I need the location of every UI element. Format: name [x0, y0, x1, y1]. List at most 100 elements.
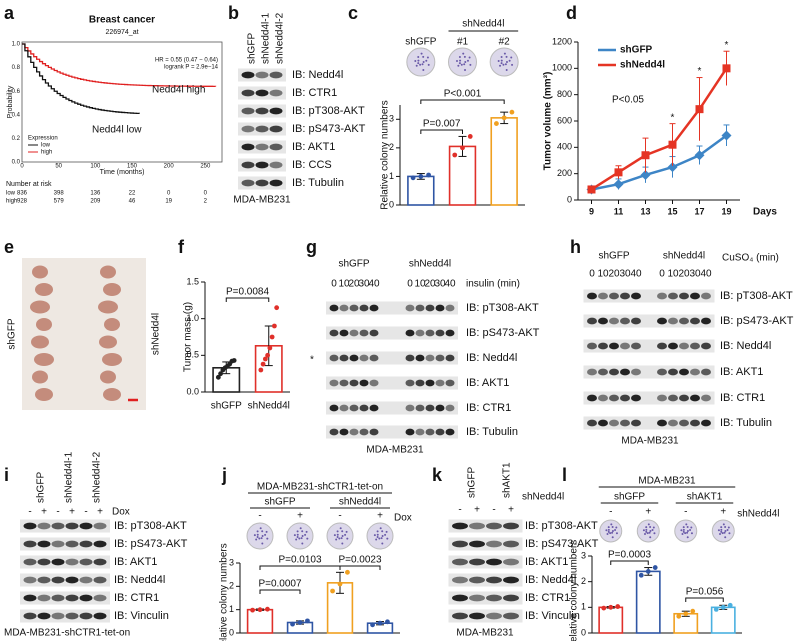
blot-band: [445, 404, 455, 412]
y-axis-label: Tumor volume (mm³): [543, 72, 554, 171]
blot-band: [349, 329, 359, 337]
blot-band: [620, 394, 630, 402]
sign-label: +: [474, 505, 480, 516]
blot-marker: *: [310, 355, 314, 366]
group-label: shGFP: [338, 259, 369, 270]
tumor: [32, 265, 48, 279]
km-legend-title: Expression: [28, 136, 58, 142]
blot-strip: [326, 401, 458, 415]
colony-dot: [649, 526, 652, 529]
blot-band: [598, 419, 608, 427]
km-legend-entry: low: [41, 143, 51, 149]
tumor: [32, 370, 48, 384]
data-point: [608, 604, 614, 610]
blot-band: [469, 594, 485, 602]
colony-dot: [261, 535, 264, 537]
colony-dot: [720, 528, 723, 531]
cell-line: MDA-MB231: [366, 445, 424, 456]
colony-dish: [286, 522, 314, 550]
blot-band: [701, 292, 711, 300]
colony-dot: [651, 529, 654, 532]
data-point: [250, 607, 255, 613]
blot-band: [93, 522, 107, 530]
km-xlabel: Time (months): [100, 169, 145, 176]
colony-dot: [264, 533, 267, 536]
colony-dot: [386, 537, 389, 540]
data-point: [269, 334, 275, 340]
colony-dot: [425, 59, 428, 62]
data-point: [638, 572, 644, 578]
blot-band: [329, 379, 339, 387]
colony-dot: [260, 537, 263, 540]
colony-dish: [489, 47, 519, 77]
blot-band: [469, 540, 485, 548]
colony-dot: [340, 537, 343, 540]
colony-dot: [609, 532, 612, 535]
group-label: shGFP: [264, 497, 295, 508]
blot-band: [503, 558, 519, 566]
blot-band: [452, 612, 468, 620]
colony-dot: [505, 55, 508, 58]
x-tick-label: 13: [640, 206, 650, 216]
data-point: [614, 168, 623, 177]
y-tick-label: 0: [567, 194, 572, 204]
group-label: shNedd4l: [462, 19, 504, 30]
blot-band: [657, 292, 667, 300]
colony-dot: [460, 63, 463, 66]
blot-band: [486, 594, 502, 602]
blot-band: [435, 404, 445, 412]
colony-dot: [415, 64, 418, 67]
colony-dot: [686, 536, 689, 539]
time-label: 30: [434, 279, 446, 290]
blot-strip: [448, 591, 523, 605]
blot-band: [679, 419, 689, 427]
blot-band: [359, 404, 369, 412]
colony-dot: [728, 532, 731, 535]
tumor: [100, 265, 116, 279]
blot-band: [255, 179, 269, 187]
blot-strip: [326, 425, 458, 439]
blot-band: [369, 329, 379, 337]
colony-dot: [462, 52, 465, 55]
lane-label: shNedd4l-1: [64, 451, 75, 503]
p-value: P=0.0103: [278, 555, 322, 566]
km-probe: 226974_at: [105, 29, 138, 36]
sign-label: -: [56, 507, 59, 518]
blot-label: IB: Vinculin: [114, 610, 169, 622]
blot-band: [65, 594, 79, 602]
panel-label: b: [228, 3, 239, 23]
lane-label: shNedd4l-1: [261, 12, 272, 64]
lane-label: shNedd4l-2: [275, 12, 286, 64]
colony-dot: [503, 52, 506, 55]
blot-band: [339, 304, 349, 312]
risk-count: 136: [90, 191, 101, 197]
blot-band: [369, 404, 379, 412]
colony-dot: [645, 530, 648, 533]
blot-band: [435, 304, 445, 312]
blot-band: [329, 304, 339, 312]
p-value: P<0.001: [444, 89, 482, 100]
colony-dot: [606, 532, 609, 535]
km-xtick: 200: [164, 164, 175, 170]
blot-band: [339, 404, 349, 412]
y-tick-label: 0: [389, 199, 394, 209]
treatment-label: shNedd4l: [522, 492, 564, 503]
blot-label: IB: Nedd4l: [292, 69, 343, 81]
km-logrank: logrank P = 2.9e−14: [164, 65, 219, 71]
colony-dot: [417, 56, 420, 59]
blot-band: [93, 612, 107, 620]
colony-dot: [727, 526, 730, 529]
blot-band: [23, 558, 37, 566]
sign-label: -: [258, 511, 261, 522]
data-point: [345, 569, 350, 575]
blot-band: [609, 368, 619, 376]
blot-band: [269, 161, 283, 169]
blot-band: [435, 354, 445, 362]
blot-label: IB: pS473-AKT: [720, 315, 794, 327]
blot-label: IB: AKT1: [525, 556, 568, 568]
y-axis-label: Relative colony numbers: [219, 543, 230, 641]
blot-band: [679, 368, 689, 376]
sign-label: +: [41, 507, 47, 518]
blot-band: [425, 379, 435, 387]
cell-line: MDA-MB231: [456, 628, 514, 639]
